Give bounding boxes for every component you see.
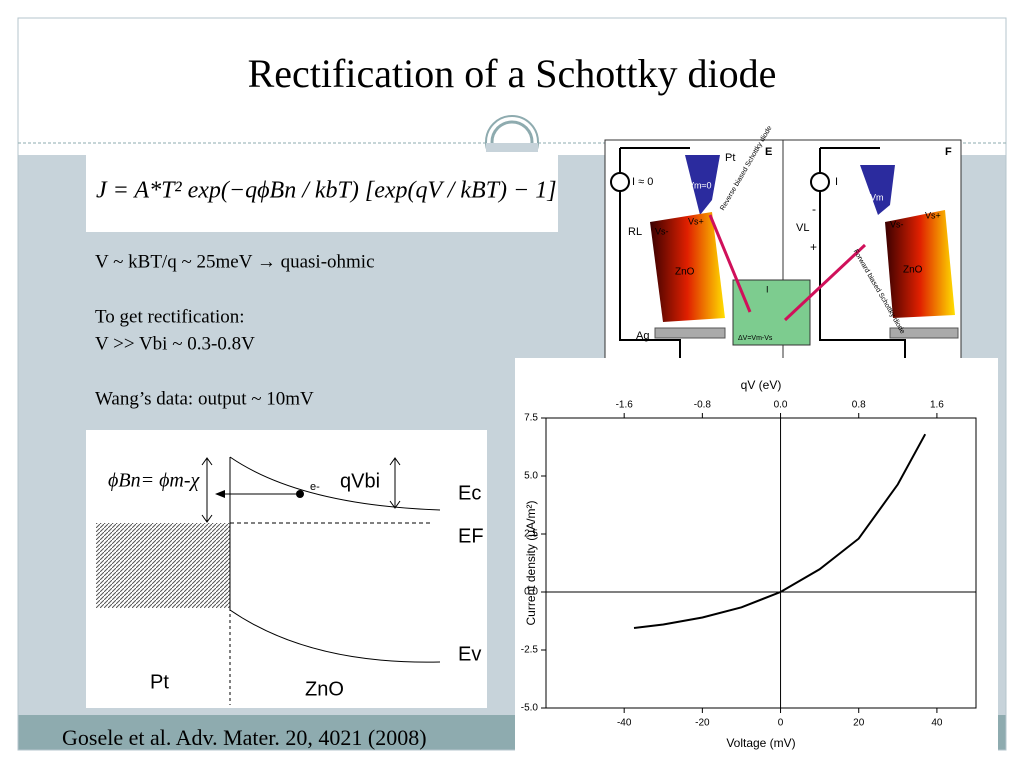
label: ZnO	[903, 265, 923, 276]
text-line: V ~ kBT/q ~ 25meV → quasi-ohmic	[95, 251, 375, 272]
label: Vs-	[890, 219, 904, 229]
x-tick-label: -40	[617, 718, 632, 729]
label: Vm	[870, 192, 884, 202]
x2-tick-label: 1.6	[930, 400, 944, 411]
y-tick-label: -2.5	[521, 645, 539, 656]
label: VL	[796, 222, 809, 234]
label: ϕBn= ϕm-χ	[108, 470, 201, 492]
label: Pt	[150, 671, 169, 693]
text-line: V >> Vbi ~ 0.3-0.8V	[95, 333, 255, 354]
title: Rectification of a Schottky diode	[248, 51, 777, 96]
label: -	[812, 202, 816, 216]
y-axis-label: Current density (μA/m²)	[524, 501, 538, 626]
label: ΔV=Vm-Vs	[738, 335, 773, 342]
y-tick-label: 5.0	[524, 471, 538, 482]
x-tick-label: 20	[853, 718, 865, 729]
y-tick-label: 2.5	[524, 529, 538, 540]
data-line	[633, 433, 927, 629]
ev-curve	[229, 609, 441, 663]
x2-tick-label: -0.8	[694, 400, 712, 411]
ammeter	[610, 172, 630, 192]
label: e-	[310, 481, 320, 493]
label: Vs+	[688, 216, 704, 226]
label: Ag	[636, 330, 649, 342]
label: Vs+	[925, 210, 941, 220]
label: ZnO	[305, 678, 344, 700]
label: +	[810, 240, 817, 254]
label: qVbi	[340, 470, 380, 492]
chart: -40 -20 0 20 40 -1.6 -0.8 0.0 0.8 1.6 -5.0 -2.5 0.0 2…	[521, 378, 977, 750]
band-diagram: ϕBn= ϕm-χ e- qVbi Ec EF Ev Pt ZnO	[86, 430, 487, 708]
frame	[17, 17, 1007, 751]
label: E	[765, 146, 772, 158]
label: I	[766, 284, 769, 294]
x-axis-label: Voltage (mV)	[726, 736, 795, 750]
label: Vm≈0	[688, 180, 711, 190]
x-tick-label: 0	[778, 718, 784, 729]
chart-box	[515, 358, 998, 752]
text-line: To get rectification:	[95, 306, 245, 327]
label: I	[835, 176, 838, 188]
y-tick-label: 0.0	[524, 587, 538, 598]
wire	[819, 147, 906, 358]
label: I ≈ 0	[632, 176, 653, 188]
label: Ec	[458, 482, 481, 504]
label: F	[945, 146, 952, 158]
circuit: E F I ≈ 0 Pt Vm≈0 RL Vs- Vs+ ZnO Reverse…	[604, 125, 962, 368]
text-line: Wang’s data: output ~ 10mV	[95, 388, 314, 409]
pointer	[783, 243, 867, 322]
y-tick-label: -5.0	[521, 703, 539, 714]
wire	[619, 147, 690, 358]
x2-axis-label: qV (eV)	[741, 378, 782, 392]
ec-curve	[229, 456, 441, 511]
label: Pt	[725, 152, 735, 164]
label: RL	[628, 226, 642, 238]
x-tick-label: 40	[931, 718, 943, 729]
x-tick-label: -20	[695, 718, 710, 729]
metal-fill	[96, 523, 230, 608]
pointer	[708, 214, 752, 313]
equation: J = A*T² exp(−qϕBn / kbT) [exp(qV / kBT)…	[96, 178, 557, 204]
tip	[685, 155, 720, 215]
arrow-head	[215, 490, 225, 498]
ammeter	[810, 172, 830, 192]
x2-tick-label: -1.6	[616, 400, 634, 411]
label: Ev	[458, 643, 481, 665]
label: ZnO	[675, 267, 695, 278]
label: EF	[458, 525, 484, 547]
electrode	[889, 327, 959, 339]
zno-crystal	[885, 210, 955, 318]
inset	[732, 279, 811, 346]
arrow	[389, 457, 401, 509]
tip	[860, 165, 895, 215]
electrode	[654, 327, 726, 339]
plot-frame	[545, 417, 977, 709]
label: Vs-	[655, 226, 669, 236]
y-tick-label: 7.5	[524, 413, 538, 424]
arrow	[201, 457, 213, 523]
x2-tick-label: 0.8	[852, 400, 866, 411]
electron	[296, 490, 304, 498]
zno-crystal	[650, 212, 725, 322]
equation-box	[86, 152, 558, 232]
citation: Gosele et al. Adv. Mater. 20, 4021 (2008…	[62, 725, 427, 750]
x2-tick-label: 0.0	[774, 400, 788, 411]
